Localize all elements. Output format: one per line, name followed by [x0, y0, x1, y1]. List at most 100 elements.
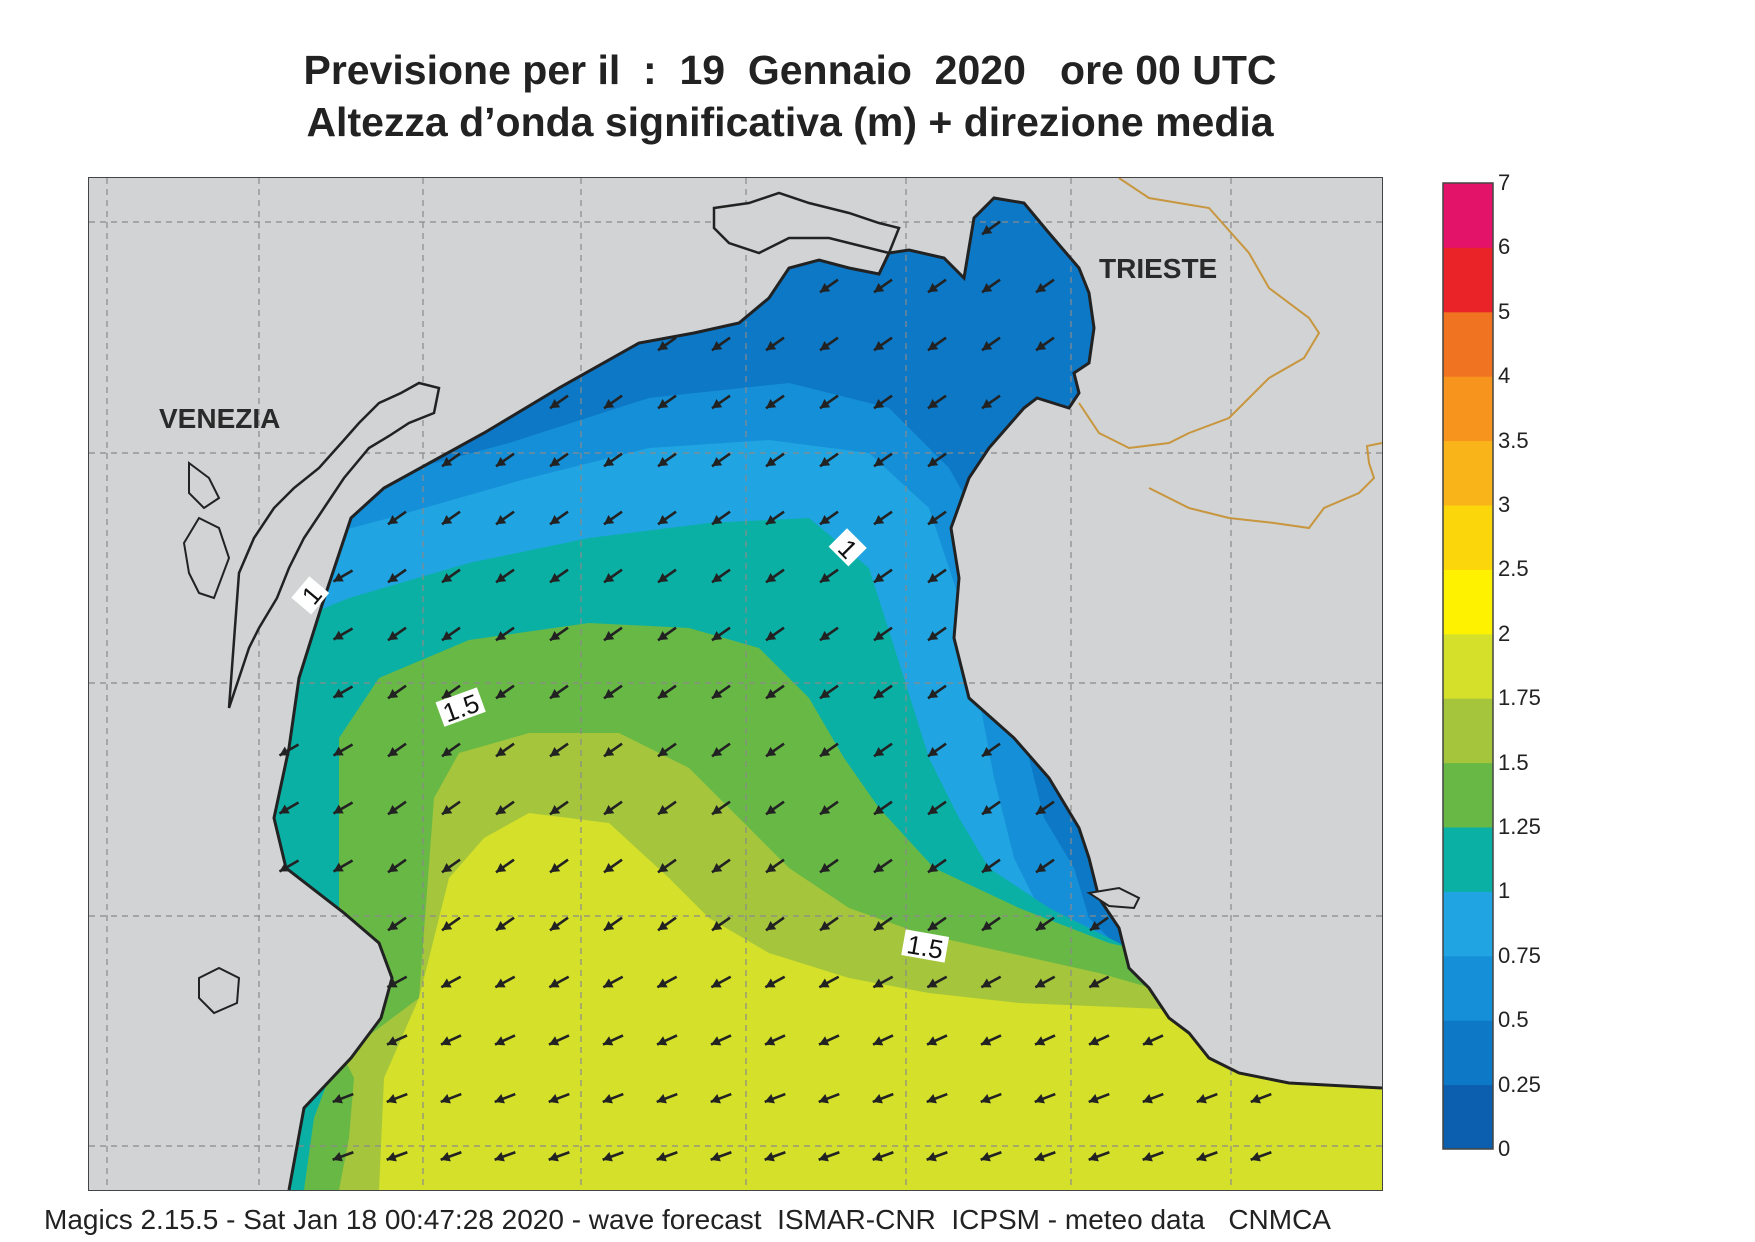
direction-arrowhead [1035, 283, 1047, 293]
direction-arrowhead [765, 747, 777, 757]
direction-arrowhead [1089, 978, 1100, 988]
direction-arrowhead [657, 689, 669, 699]
colorbar-tick: 7 [1498, 170, 1511, 195]
small-island [1086, 886, 1141, 910]
direction-arrowhead [927, 457, 939, 467]
colorbar-swatch [1443, 505, 1493, 570]
colorbar-tick: 3 [1498, 492, 1511, 517]
direction-arrowhead [980, 1094, 991, 1104]
direction-arrowhead [873, 805, 885, 815]
colorbar-tick: 5 [1498, 298, 1511, 324]
direction-arrowhead [603, 399, 615, 409]
direction-arrowhead [872, 1094, 883, 1104]
direction-arrowhead [387, 978, 398, 988]
direction-arrowhead [872, 1151, 883, 1162]
colorbar-tick: 1 [1498, 878, 1511, 904]
direction-arrowhead [603, 1036, 614, 1046]
direction-arrowhead [1035, 921, 1047, 931]
colorbar-tick: 2.5 [1498, 556, 1529, 582]
direction-arrowhead [603, 921, 615, 931]
colorbar-tick: 3.5 [1498, 427, 1529, 453]
direction-arrowhead [440, 1094, 451, 1104]
direction-arrowhead [494, 1094, 505, 1104]
direction-arrowhead [549, 631, 561, 641]
colorbar-tick: 0.5 [1498, 1007, 1529, 1033]
direction-arrowhead [603, 805, 615, 815]
direction-arrowhead [441, 747, 453, 757]
direction-arrowhead [656, 1151, 667, 1162]
colorbar-tick: 4 [1498, 363, 1511, 389]
direction-arrowhead [927, 747, 939, 757]
direction-arrowhead [981, 978, 992, 988]
direction-arrowhead [765, 515, 777, 525]
direction-arrowhead [603, 573, 615, 583]
direction-arrowhead [387, 689, 399, 699]
direction-arrowhead [764, 1151, 775, 1162]
direction-arrowhead [495, 863, 507, 873]
direction-arrowhead [386, 1151, 397, 1162]
direction-arrowhead [441, 457, 453, 467]
direction-arrowhead [1035, 978, 1046, 988]
colorbar-tick: 0 [1498, 1136, 1511, 1161]
colorbar-swatch [1443, 955, 1493, 1021]
direction-arrowhead [873, 341, 885, 351]
colorbar-tick: 1.25 [1498, 814, 1541, 839]
direction-arrowhead [279, 804, 290, 814]
direction-arrowhead [387, 747, 399, 757]
direction-arrowhead [1142, 1094, 1153, 1104]
direction-arrowhead [873, 747, 885, 757]
direction-arrowhead [981, 747, 993, 757]
direction-arrowhead [765, 457, 777, 467]
direction-arrowhead [657, 341, 669, 351]
direction-arrowhead [548, 1151, 559, 1162]
direction-arrowhead [765, 341, 777, 351]
direction-arrowhead [441, 921, 453, 931]
direction-arrowhead [548, 1094, 559, 1104]
direction-arrowhead [495, 805, 507, 815]
direction-arrowhead [873, 631, 885, 641]
direction-arrowhead [819, 689, 831, 699]
direction-arrowhead [873, 283, 885, 293]
direction-arrowhead [1143, 1036, 1154, 1046]
direction-arrowhead [819, 631, 831, 641]
direction-arrowhead [549, 863, 561, 873]
direction-arrowhead [927, 399, 939, 409]
direction-arrowhead [819, 805, 831, 815]
direction-arrowhead [711, 515, 723, 525]
contour-label-1-west: 1 [291, 576, 330, 615]
direction-arrowhead [333, 804, 344, 814]
direction-arrowhead [657, 921, 669, 931]
footer-credits: Magics 2.15.5 - Sat Jan 18 00:47:28 2020… [44, 1204, 1331, 1235]
direction-arrowhead [981, 805, 993, 815]
direction-arrowhead [981, 1036, 992, 1046]
direction-arrowhead [387, 805, 399, 815]
direction-arrowhead [927, 515, 939, 525]
direction-arrowhead [603, 863, 615, 873]
colorbar-swatch [1443, 569, 1493, 635]
direction-arrowhead [765, 631, 777, 641]
city-label-venezia: VENEZIA [159, 403, 280, 434]
direction-arrowhead [333, 862, 344, 872]
direction-arrowhead [981, 283, 993, 293]
contour-label-1.5-south: 1.5 [901, 929, 950, 965]
title-forecast-date: Previsione per il : 19 Gennaio 2020 ore … [303, 47, 1277, 93]
direction-arrowhead [819, 573, 831, 583]
direction-arrowhead [819, 341, 831, 351]
direction-arrowhead [1035, 805, 1047, 815]
direction-arrowhead [441, 689, 453, 699]
direction-arrowhead [1196, 1094, 1207, 1104]
direction-arrowhead [387, 1036, 398, 1046]
direction-arrowhead [1089, 921, 1101, 931]
direction-arrowhead [495, 978, 506, 988]
direction-arrowhead [386, 1094, 397, 1104]
direction-arrowhead [657, 573, 669, 583]
direction-arrowhead [981, 341, 993, 351]
direction-arrowhead [981, 225, 993, 235]
direction-arrowhead [1196, 1151, 1207, 1162]
direction-arrowhead [495, 747, 507, 757]
direction-arrowhead [1034, 1151, 1045, 1162]
direction-arrowhead [927, 1036, 938, 1046]
direction-arrowhead [1035, 863, 1047, 873]
direction-arrowhead [549, 978, 560, 988]
colorbar-swatch [1443, 762, 1493, 828]
